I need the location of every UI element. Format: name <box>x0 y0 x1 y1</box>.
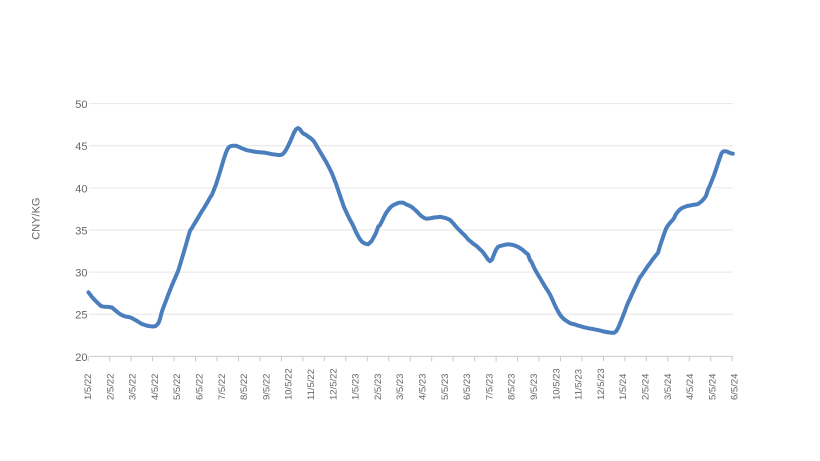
svg-text:10/5/23: 10/5/23 <box>551 368 562 400</box>
svg-text:9/5/22: 9/5/22 <box>261 374 272 400</box>
svg-text:45: 45 <box>75 141 87 153</box>
svg-text:8/5/22: 8/5/22 <box>239 374 250 400</box>
svg-text:4/5/23: 4/5/23 <box>418 374 429 400</box>
svg-text:2/5/23: 2/5/23 <box>373 374 384 400</box>
svg-text:40: 40 <box>75 183 87 195</box>
svg-text:11/5/23: 11/5/23 <box>574 369 585 400</box>
svg-text:35: 35 <box>75 225 87 237</box>
svg-text:1/5/23: 1/5/23 <box>351 374 362 400</box>
svg-text:3/5/24: 3/5/24 <box>663 374 674 400</box>
svg-text:5/5/22: 5/5/22 <box>172 374 183 400</box>
svg-text:9/5/23: 9/5/23 <box>529 374 540 400</box>
svg-text:2/5/22: 2/5/22 <box>105 374 116 400</box>
svg-text:6/5/24: 6/5/24 <box>730 374 741 400</box>
svg-text:4/5/22: 4/5/22 <box>150 374 161 400</box>
svg-text:20: 20 <box>75 352 87 364</box>
svg-text:2/5/24: 2/5/24 <box>641 374 652 400</box>
svg-text:7/5/22: 7/5/22 <box>217 374 228 400</box>
svg-text:7/5/23: 7/5/23 <box>484 374 495 400</box>
svg-text:5/5/24: 5/5/24 <box>707 374 718 400</box>
svg-text:3/5/22: 3/5/22 <box>128 374 139 400</box>
svg-text:3/5/23: 3/5/23 <box>395 374 406 400</box>
svg-text:12/5/23: 12/5/23 <box>596 368 607 400</box>
svg-text:1/5/24: 1/5/24 <box>618 374 629 400</box>
svg-text:12/5/22: 12/5/22 <box>328 368 339 400</box>
svg-text:1/5/22: 1/5/22 <box>83 374 94 400</box>
svg-text:6/5/23: 6/5/23 <box>462 374 473 400</box>
svg-text:6/5/22: 6/5/22 <box>195 374 206 400</box>
svg-text:11/5/22: 11/5/22 <box>306 369 317 400</box>
svg-text:CNY/KG: CNY/KG <box>31 198 43 240</box>
svg-text:5/5/23: 5/5/23 <box>440 374 451 400</box>
svg-text:8/5/23: 8/5/23 <box>507 374 518 400</box>
svg-text:10/5/22: 10/5/22 <box>284 368 295 400</box>
svg-text:50: 50 <box>75 99 87 111</box>
svg-text:30: 30 <box>75 268 87 280</box>
svg-text:25: 25 <box>75 310 87 322</box>
svg-text:4/5/24: 4/5/24 <box>685 374 696 400</box>
